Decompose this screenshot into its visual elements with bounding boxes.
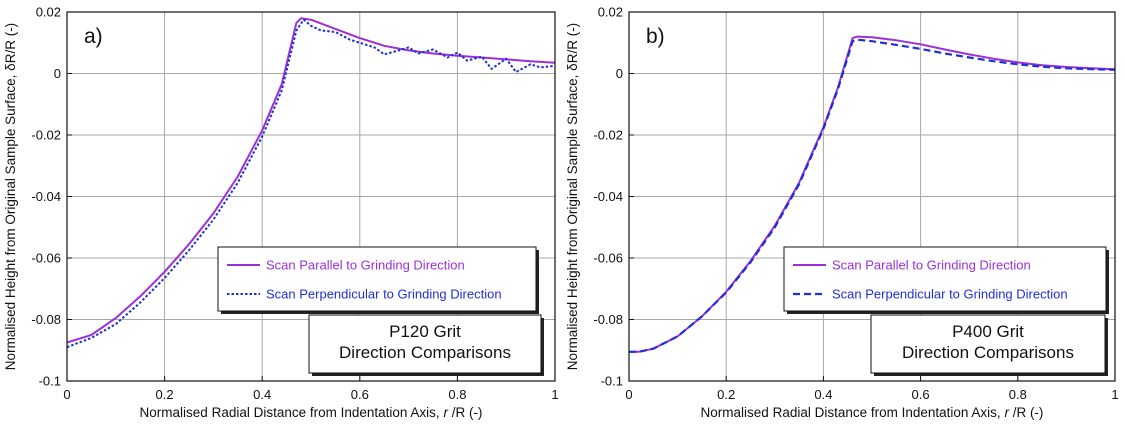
y-tick-label: -0.08 (593, 312, 623, 327)
y-axis-title: Normalised Height from Original Sample S… (565, 23, 580, 370)
plot-frame (628, 11, 1116, 382)
annotation-line: P400 Grit (952, 322, 1024, 341)
y-tick-label: 0.02 (598, 5, 623, 20)
annotation-frame (870, 314, 1106, 374)
y-tick-label: 0.02 (36, 5, 61, 20)
x-axis-title: Normalised Radial Distance from Indentat… (701, 405, 1044, 420)
annotation-box: P120 Grit Direction Comparisons (308, 314, 544, 376)
x-tick-label: 0.8 (448, 387, 466, 402)
x-tick-label: 0.8 (1009, 387, 1027, 402)
y-tick-label: -0.04 (31, 189, 61, 204)
legend-label: Scan Perpendicular to Grinding Direction (266, 287, 502, 302)
y-tick-label: -0.04 (593, 189, 623, 204)
y-tick-label: -0.1 (601, 374, 623, 389)
x-tick-label: 0.4 (814, 387, 832, 402)
legend-label: Scan Parallel to Grinding Direction (832, 258, 1031, 273)
y-tick-label: -0.06 (593, 251, 623, 266)
x-tick-label: 0 (63, 387, 70, 402)
x-tick-label: 0.2 (156, 387, 174, 402)
x-tick-label: 0.4 (253, 387, 271, 402)
y-axis-title: Normalised Height from Original Sample S… (3, 23, 18, 370)
legend: Scan Parallel to Grinding Direction Scan … (783, 246, 1109, 314)
x-tick-label: 0.6 (912, 387, 930, 402)
legend: Scan Parallel to Grinding Direction Scan … (217, 246, 539, 314)
legend-box (217, 246, 537, 312)
legend-box (783, 246, 1107, 312)
legend-label: Scan Perpendicular to Grinding Direction (832, 287, 1068, 302)
y-tick-label: -0.06 (31, 251, 61, 266)
annotation-frame (308, 314, 542, 374)
x-tick-label: 1 (1111, 387, 1118, 402)
chart-panel-a: 0 0.2 0.4 0.6 0.8 1 0.02 0 -0.02 -0.04 -0.06 -0.08 -… (3, 5, 559, 421)
plot-frame (66, 11, 556, 382)
annotation-box: P400 Grit Direction Comparisons (870, 314, 1108, 376)
y-tick-label: -0.08 (31, 312, 61, 327)
y-tick-label: 0 (616, 66, 623, 81)
y-tick-label: -0.02 (593, 128, 623, 143)
y-tick-label: -0.1 (39, 374, 61, 389)
panel-label: b) (646, 25, 665, 48)
panel-label: a) (84, 25, 103, 48)
x-axis-title: Normalised Radial Distance from Indentat… (140, 405, 483, 420)
series-line-parallel (67, 17, 555, 344)
annotation-line: P120 Grit (389, 322, 461, 341)
series-line-perpendicular (629, 38, 1115, 353)
annotation-line: Direction Comparisons (902, 343, 1074, 362)
legend-label: Scan Parallel to Grinding Direction (266, 258, 465, 273)
x-tick-label: 0.6 (351, 387, 369, 402)
series-line-perpendicular (67, 18, 555, 349)
x-tick-label: 0.2 (717, 387, 735, 402)
annotation-line: Direction Comparisons (339, 343, 511, 362)
y-tick-label: -0.02 (31, 128, 61, 143)
x-tick-label: 1 (551, 387, 558, 402)
x-tick-label: 0 (625, 387, 632, 402)
y-tick-label: 0 (54, 66, 61, 81)
chart-panel-b: 0 0.2 0.4 0.6 0.8 1 0.02 0 -0.02 -0.04 -0.06 -0.08 -… (565, 5, 1119, 421)
